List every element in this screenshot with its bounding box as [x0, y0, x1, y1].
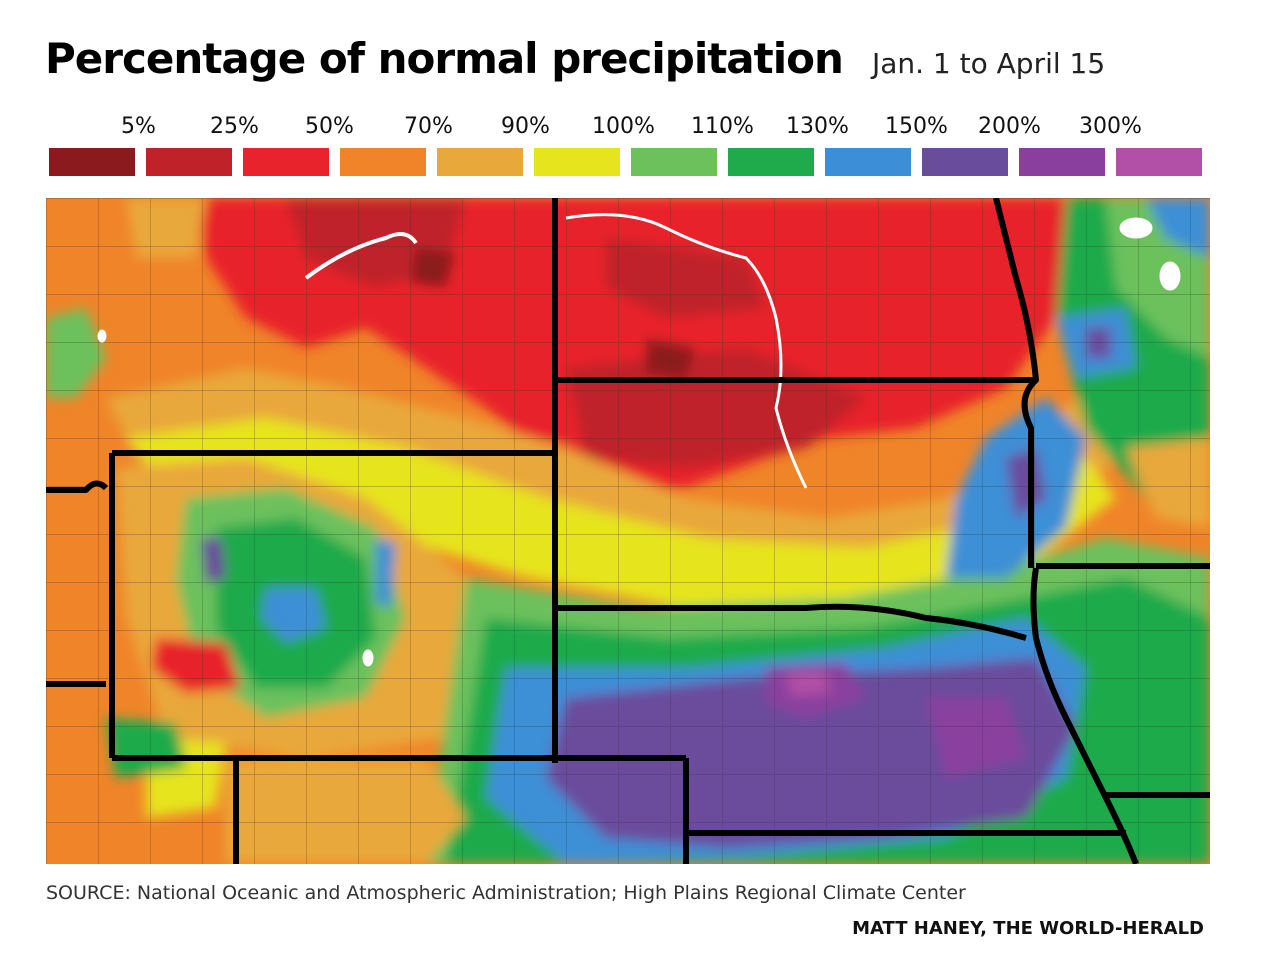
legend-item: [1116, 112, 1202, 176]
map-title: Percentage of normal precipitation: [45, 34, 844, 83]
legend-swatch: [146, 148, 232, 176]
legend-label: 200%: [978, 114, 1041, 139]
credit-line: MATT HANEY, THE WORLD-HERALD: [852, 918, 1204, 939]
source-note: SOURCE: National Oceanic and Atmospheric…: [46, 882, 966, 904]
legend-swatch: [534, 148, 620, 176]
lake: [1119, 217, 1153, 239]
legend-label: 90%: [501, 114, 550, 139]
lake: [1159, 261, 1181, 291]
legend-item: 50%: [243, 112, 354, 176]
legend-label: 130%: [786, 114, 849, 139]
legend-item: 100%: [534, 112, 655, 176]
river-missouri-north: [304, 232, 418, 280]
legend-label: 300%: [1079, 114, 1142, 139]
legend-label: 150%: [885, 114, 948, 139]
legend-item: 110%: [631, 112, 754, 176]
legend-label: 25%: [210, 114, 259, 139]
border-mn-east: [993, 198, 1039, 568]
legend-label: 100%: [592, 114, 655, 139]
legend-swatch: [631, 148, 717, 176]
legend-label: 70%: [404, 114, 453, 139]
legend-swatch: [243, 148, 329, 176]
water-features: [97, 213, 1181, 667]
legend-label: 5%: [121, 114, 156, 139]
title-row: Percentage of normal precipitation Jan. …: [45, 34, 1215, 94]
legend-item: 90%: [437, 112, 550, 176]
state-borders: [46, 198, 1210, 864]
river-missouri-east: [565, 213, 808, 489]
legend-item: 25%: [146, 112, 259, 176]
legend-swatch: [728, 148, 814, 176]
legend-swatch: [825, 148, 911, 176]
lake: [362, 649, 374, 667]
legend-item: 5%: [49, 112, 156, 176]
map-svg: [46, 198, 1210, 864]
county-grid: [46, 198, 1210, 864]
border-ne-north: [555, 603, 1027, 641]
lake: [97, 329, 107, 343]
legend-item: 200%: [922, 112, 1041, 176]
legend-swatch: [340, 148, 426, 176]
legend-swatch: [1116, 148, 1202, 176]
legend-swatch: [437, 148, 523, 176]
legend-item: 70%: [340, 112, 453, 176]
precipitation-map: [46, 198, 1210, 864]
legend-swatch: [49, 148, 135, 176]
legend-item: 130%: [728, 112, 849, 176]
legend-swatch: [922, 148, 1008, 176]
border-west-stub-1: [46, 480, 109, 493]
legend-swatch: [1019, 148, 1105, 176]
legend-item: 300%: [1019, 112, 1142, 176]
legend-label: 110%: [691, 114, 754, 139]
map-subtitle: Jan. 1 to April 15: [871, 47, 1106, 80]
color-legend: 5% 25% 50% 70% 90% 100% 110% 130% 150% 2…: [49, 112, 1207, 176]
border-ia-west: [1030, 567, 1139, 864]
legend-label: 50%: [305, 114, 354, 139]
legend-item: 150%: [825, 112, 948, 176]
